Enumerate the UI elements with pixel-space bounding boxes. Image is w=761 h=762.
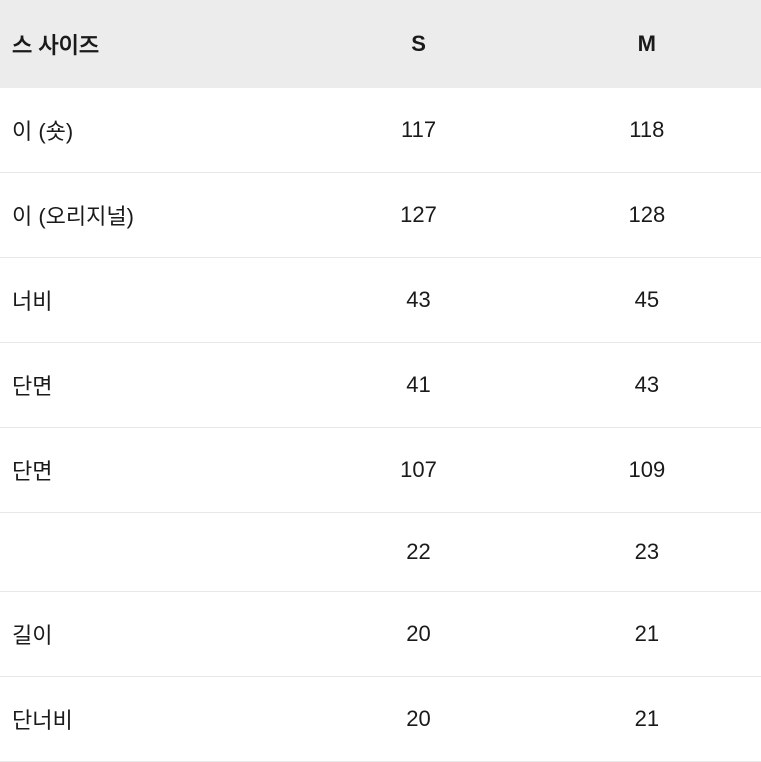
row-label: 단너비 [0,677,304,762]
table-row: 길이 20 21 [0,592,761,677]
row-value-m: 43 [533,343,761,428]
table-header-row: 스 사이즈 S M [0,0,761,88]
row-value-s: 127 [304,173,532,258]
row-label: 이 (숏) [0,88,304,173]
row-value-m: 45 [533,258,761,343]
header-size-m: M [533,0,761,88]
table-row: 이 (숏) 117 118 [0,88,761,173]
header-label-col: 스 사이즈 [0,0,304,88]
row-value-s: 43 [304,258,532,343]
table-body: 이 (숏) 117 118 이 (오리지널) 127 128 너비 43 45 … [0,88,761,762]
table-row: 22 23 [0,513,761,592]
table-row: 너비 43 45 [0,258,761,343]
row-value-s: 20 [304,592,532,677]
row-label: 단면 [0,343,304,428]
row-value-m: 128 [533,173,761,258]
table-row: 이 (오리지널) 127 128 [0,173,761,258]
row-value-m: 21 [533,677,761,762]
table-row: 단너비 20 21 [0,677,761,762]
row-value-s: 107 [304,428,532,513]
header-size-s: S [304,0,532,88]
row-label [0,513,304,592]
table-row: 단면 107 109 [0,428,761,513]
row-label: 길이 [0,592,304,677]
row-value-m: 21 [533,592,761,677]
row-label: 단면 [0,428,304,513]
row-value-s: 22 [304,513,532,592]
row-value-s: 41 [304,343,532,428]
row-value-s: 20 [304,677,532,762]
row-label: 이 (오리지널) [0,173,304,258]
row-value-m: 23 [533,513,761,592]
row-value-m: 118 [533,88,761,173]
table-row: 단면 41 43 [0,343,761,428]
row-label: 너비 [0,258,304,343]
row-value-s: 117 [304,88,532,173]
size-chart-table: 스 사이즈 S M 이 (숏) 117 118 이 (오리지널) 127 128… [0,0,761,762]
row-value-m: 109 [533,428,761,513]
